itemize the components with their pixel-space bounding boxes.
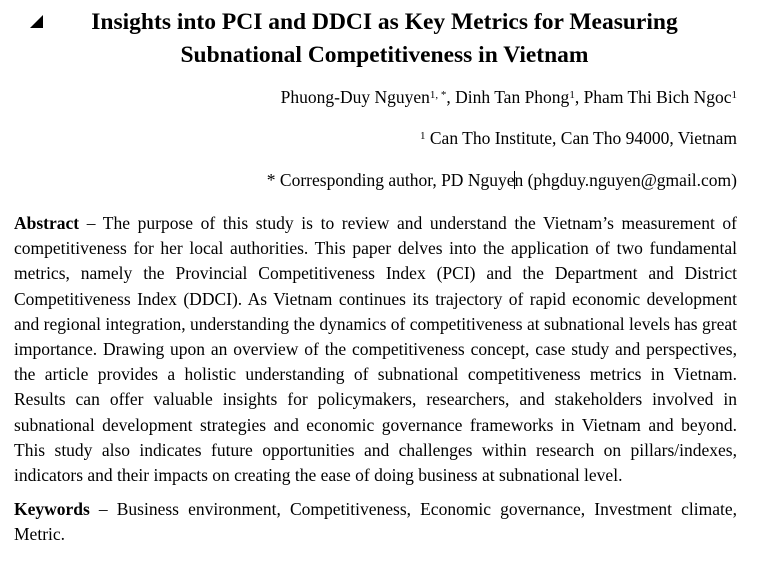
title-line-1: Insights into PCI and DDCI as Key Metric… xyxy=(91,9,678,35)
author-list: Phuong-Duy Nguyen1, *, Dinh Tan Phong1, … xyxy=(14,86,737,108)
author-name: Pham Thi Bich Ngoc xyxy=(583,87,732,107)
corresponding-author[interactable]: * Corresponding author, PD Nguyen (phgdu… xyxy=(14,169,737,191)
document-page: Insights into PCI and DDCI as Key Metric… xyxy=(14,6,737,548)
paper-title: Insights into PCI and DDCI as Key Metric… xyxy=(14,6,737,72)
author-separator: , xyxy=(574,87,584,107)
abstract-paragraph[interactable]: Abstract – The purpose of this study is … xyxy=(14,211,737,488)
author-affiliation-mark: 1 xyxy=(731,89,738,101)
keywords-label: Keywords xyxy=(14,499,90,520)
author-affiliation-mark: 1 xyxy=(569,89,575,101)
keywords-text: – Business environment, Competitiveness,… xyxy=(14,499,737,545)
keywords-paragraph[interactable]: Keywords – Business environment, Competi… xyxy=(14,497,737,547)
corresponding-text-start: * Corresponding author, PD Nguye xyxy=(266,170,515,190)
corresponding-text-end: n (phgduy.nguyen@gmail.com) xyxy=(514,170,737,190)
affiliation-text: Can Tho Institute, Can Tho 94000, Vietna… xyxy=(425,128,737,148)
abstract-text: – The purpose of this study is to review… xyxy=(14,213,737,486)
collapse-triangle-icon[interactable] xyxy=(30,15,43,28)
author-separator: , xyxy=(446,87,456,107)
text-cursor xyxy=(514,171,516,189)
author-name: Phuong-Duy Nguyen xyxy=(280,87,430,107)
abstract-label: Abstract xyxy=(14,213,80,233)
affiliation-mark: 1 xyxy=(420,130,426,142)
author-affiliation-mark: 1, * xyxy=(429,89,447,101)
title-line-2: Subnational Competitiveness in Vietnam xyxy=(180,42,589,68)
affiliation: 1 Can Tho Institute, Can Tho 94000, Viet… xyxy=(14,127,737,149)
author-name: Dinh Tan Phong xyxy=(455,87,570,107)
